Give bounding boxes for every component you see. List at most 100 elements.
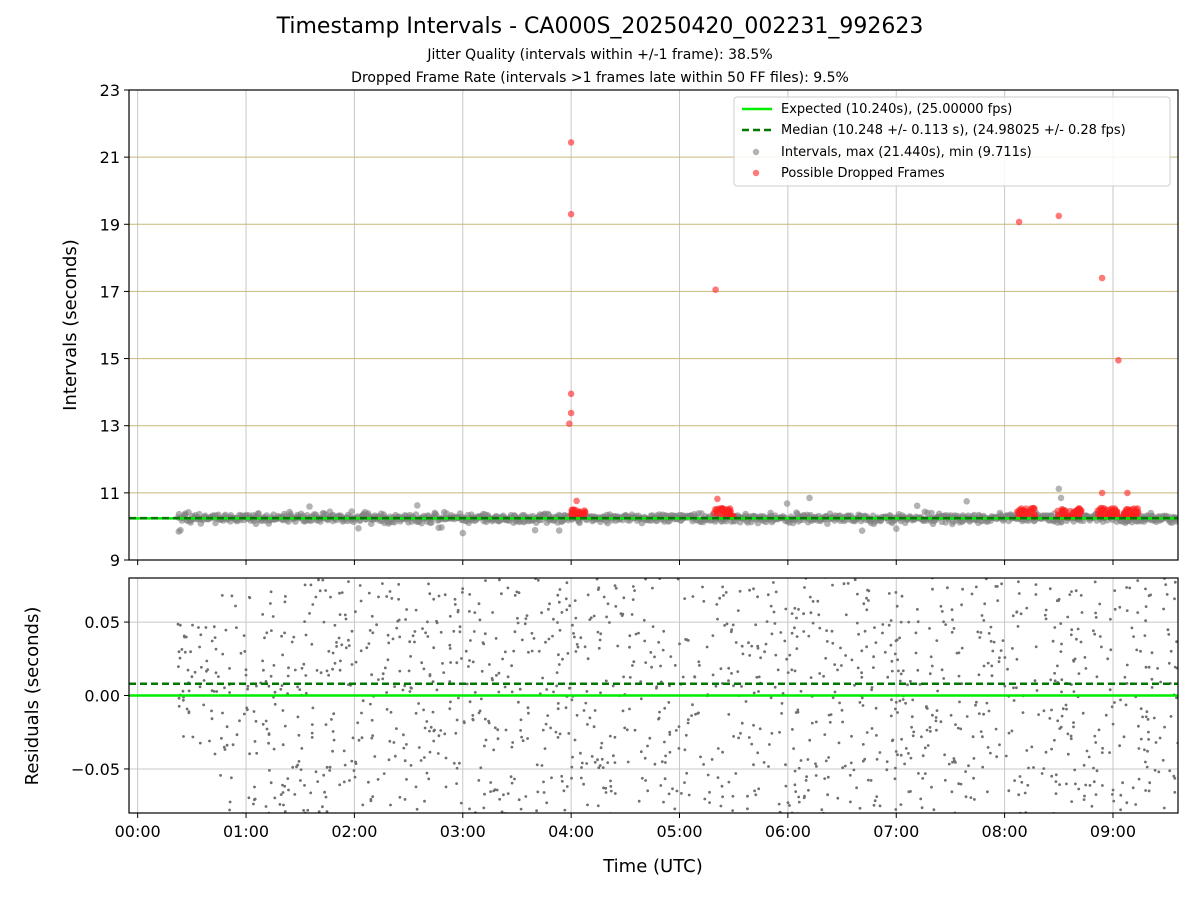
residual-point <box>1150 651 1154 655</box>
residual-point <box>795 647 799 650</box>
residual-point <box>398 570 401 573</box>
residual-point <box>427 777 431 781</box>
residual-point <box>317 572 320 575</box>
residual-point <box>583 645 587 649</box>
residual-point <box>883 650 887 654</box>
residual-point <box>625 728 629 732</box>
interval-point <box>531 526 539 534</box>
residual-point <box>1143 634 1147 637</box>
residual-point <box>716 776 720 779</box>
residual-point <box>1083 656 1087 659</box>
residual-point <box>536 790 540 794</box>
residual-point <box>198 685 202 689</box>
residual-point <box>1037 713 1040 716</box>
residual-point <box>824 656 828 660</box>
residual-point <box>1123 675 1127 679</box>
residual-point <box>714 684 718 688</box>
residual-point <box>381 672 385 676</box>
residual-point <box>973 798 976 801</box>
residual-point <box>683 781 686 784</box>
residual-point <box>939 720 943 724</box>
residual-point <box>768 743 771 746</box>
interval-point <box>348 508 356 515</box>
residual-point <box>1048 717 1052 720</box>
residual-point <box>180 648 184 651</box>
residual-point <box>662 800 665 804</box>
residual-point <box>1081 711 1085 715</box>
residual-point <box>912 730 916 734</box>
residual-point <box>872 666 875 669</box>
residual-point <box>269 590 273 594</box>
residual-point <box>991 649 995 653</box>
residual-point <box>1049 678 1053 682</box>
residual-point <box>453 603 457 606</box>
residual-point <box>861 759 865 763</box>
residual-point <box>923 746 927 750</box>
residual-point <box>752 723 755 727</box>
residual-point <box>370 614 374 618</box>
residual-point <box>540 764 544 767</box>
residual-point <box>282 803 285 807</box>
residual-point <box>439 630 443 634</box>
residual-point <box>397 597 400 601</box>
residual-point <box>206 668 210 671</box>
residual-point <box>970 592 974 596</box>
residual-point <box>310 642 314 646</box>
residual-point <box>398 635 402 639</box>
residual-point <box>468 807 471 811</box>
residual-point <box>293 668 297 672</box>
residual-point <box>860 675 864 679</box>
residual-point <box>283 784 287 788</box>
residual-point <box>432 729 436 733</box>
residual-point <box>565 785 569 788</box>
residual-point <box>299 779 302 782</box>
residual-point <box>721 585 724 589</box>
residual-point <box>771 571 774 574</box>
residual-point <box>617 573 620 576</box>
residual-point <box>1034 583 1038 586</box>
residual-point <box>982 664 986 668</box>
residual-point <box>595 578 599 581</box>
residual-point <box>708 790 711 794</box>
residual-point <box>971 735 975 739</box>
residual-point <box>536 578 540 582</box>
residual-point <box>1032 766 1035 769</box>
residual-point <box>1077 787 1081 791</box>
residual-point <box>281 783 284 787</box>
residual-point <box>637 631 640 635</box>
interval-point <box>928 509 935 517</box>
dropped-frame-point <box>1024 511 1031 519</box>
residual-point <box>631 664 634 667</box>
residual-point <box>377 678 380 681</box>
residual-point <box>989 639 993 643</box>
residual-point <box>910 725 913 729</box>
residual-point <box>668 750 672 754</box>
residual-point <box>887 592 891 595</box>
residual-point <box>990 664 994 668</box>
residual-point <box>312 814 315 817</box>
residual-point <box>740 721 744 725</box>
residual-point <box>214 671 218 675</box>
residual-point <box>335 645 338 648</box>
residual-point <box>886 675 890 679</box>
residuals-y-ticks: 0.05 0.00 −0.05 <box>71 613 129 779</box>
residual-point <box>1021 711 1025 714</box>
residual-point <box>314 770 318 774</box>
residual-point <box>725 622 729 626</box>
residual-point <box>558 628 562 632</box>
residual-point <box>616 644 620 648</box>
residual-point <box>1121 781 1124 785</box>
dropped-frame-point <box>566 420 573 428</box>
residual-point <box>512 814 515 817</box>
residual-point <box>340 591 344 594</box>
residual-point <box>716 571 719 574</box>
residual-point <box>802 612 805 616</box>
interval-point <box>1055 485 1063 493</box>
residual-point <box>560 774 564 778</box>
residual-point <box>493 726 497 730</box>
residual-point <box>1167 633 1171 636</box>
residual-point <box>740 644 744 648</box>
residual-point <box>793 769 797 773</box>
residual-point <box>409 655 412 658</box>
residual-point <box>1072 721 1075 724</box>
